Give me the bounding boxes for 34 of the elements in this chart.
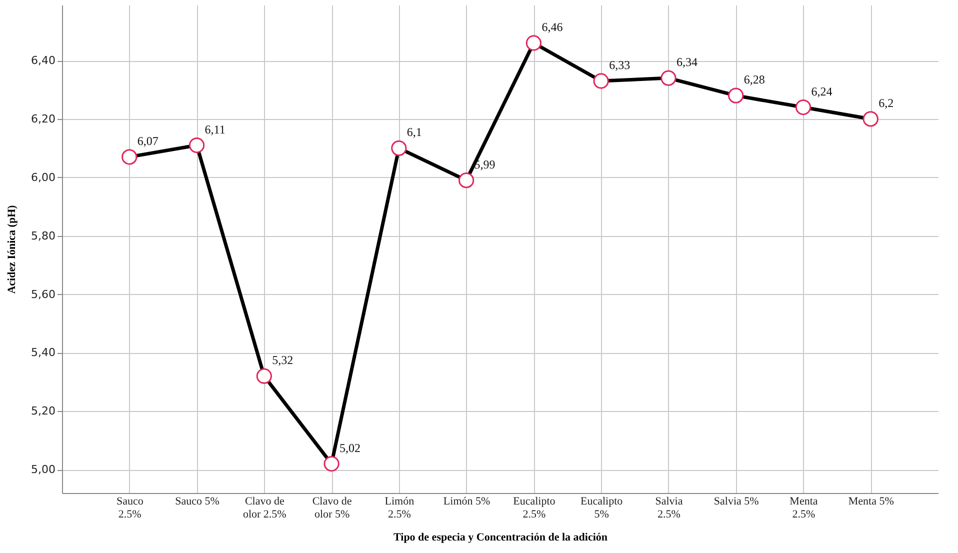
x-tick-label: Menta 5% [848, 496, 894, 508]
x-tick-label: Sauco 5% [175, 496, 220, 508]
y-tick-label: 6,00 [31, 170, 56, 184]
data-label: 6,33 [609, 58, 630, 72]
data-label: 6,46 [542, 20, 563, 34]
x-tick-label: Clavo de olor 5% [312, 496, 352, 520]
data-label: 6,2 [878, 96, 894, 110]
x-tick-label: Clavo de olor 2.5% [242, 496, 286, 520]
y-axis-title: Acidez Iónica (pH) [6, 204, 18, 294]
y-tick-label: 6,40 [31, 54, 56, 68]
data-label: 6,24 [811, 84, 832, 98]
x-tick-label: Salvia 5% [714, 496, 759, 508]
data-label: 6,07 [137, 134, 158, 148]
x-tick-label: Eucalipto 2.5% [513, 496, 556, 520]
data-label: 6,28 [744, 72, 765, 87]
y-tick-label: 5,00 [31, 463, 56, 476]
x-tick-label: Menta 2.5% [790, 496, 818, 520]
data-label: 5,02 [340, 440, 361, 455]
y-tick-label: 5,40 [31, 346, 56, 360]
data-label: 6,11 [204, 122, 226, 136]
x-axis-title: Tipo de especia y Concentración de la adición [394, 532, 608, 544]
y-tick-label: 6,20 [31, 112, 56, 126]
x-tick-label: Sauco 2.5% [116, 496, 144, 520]
data-label: 5,32 [272, 353, 294, 368]
x-tick-label: Limón 5% [443, 496, 490, 508]
data-label: 6,34 [676, 55, 698, 70]
x-tick-label: Eucalipto 5% [580, 496, 624, 520]
y-tick-label: 5,60 [31, 288, 56, 301]
x-tick-label: Limón 2.5% [384, 496, 415, 520]
y-tick-label: 5,20 [31, 404, 56, 418]
y-tick-label: 5,80 [31, 229, 56, 242]
x-tick-label: Salvia 2.5% [655, 496, 683, 520]
data-label: 6,1 [406, 125, 422, 140]
data-label: 5,99 [474, 157, 496, 172]
